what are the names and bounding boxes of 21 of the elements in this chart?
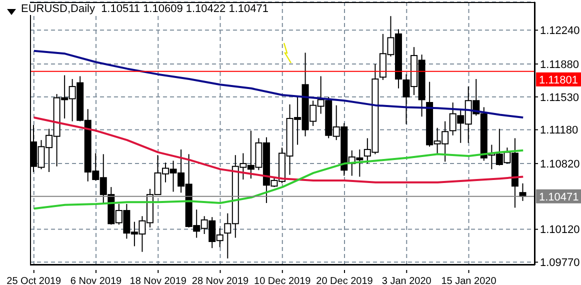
y-tick-label: 1.10820 [540,158,580,170]
y-tick-label: 1.12240 [540,25,580,38]
chart-title: EURUSD,Daily 1.10511 1.10609 1.10422 1.10471 [19,3,270,15]
x-tick-label: 10 Dec 2019 [254,276,312,285]
x-tick-label: 20 Dec 2019 [316,276,374,285]
x-tick-label: 15 Jan 2020 [441,276,497,285]
x-tick-label: 18 Nov 2019 [130,276,187,285]
x-tick-label: 28 Nov 2019 [192,276,250,285]
line-series [32,116,524,184]
x-tick-label: 3 Jan 2020 [382,276,432,285]
y-tick-label: 1.11180 [540,124,578,137]
y-tick-label: 1.09770 [540,257,580,270]
y-tick-label: 1.10120 [540,224,580,236]
line-series [32,149,524,210]
y-tick-label: 1.11880 [540,58,579,71]
ref-line-label: 1.10471 [539,191,579,204]
x-tick-label: 6 Nov 2019 [70,276,122,285]
x-tick-label: 25 Oct 2019 [6,276,62,285]
ref-line-label: 1.11801 [539,74,578,86]
line-series [32,50,524,119]
y-tick-label: 1.11530 [540,92,579,104]
